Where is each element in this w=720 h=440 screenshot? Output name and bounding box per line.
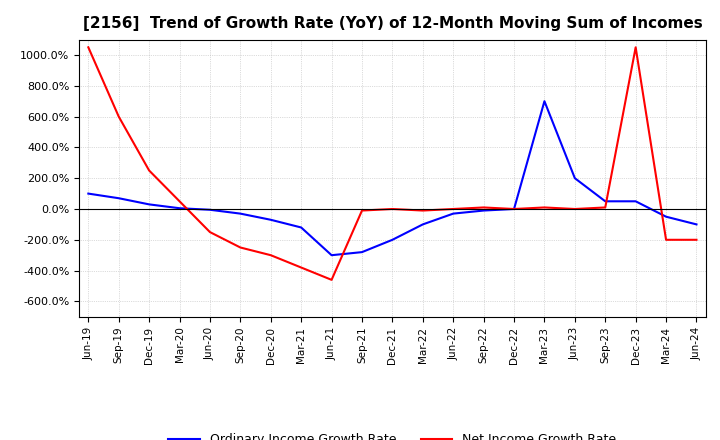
Net Income Growth Rate: [297, 265, 305, 270]
Ordinary Income Growth Rate: [570, 176, 579, 181]
Ordinary Income Growth Rate: [84, 191, 93, 196]
Ordinary Income Growth Rate: [206, 207, 215, 213]
Net Income Growth Rate: [418, 208, 427, 213]
Ordinary Income Growth Rate: [631, 198, 640, 204]
Net Income Growth Rate: [662, 237, 670, 242]
Net Income Growth Rate: [510, 206, 518, 212]
Net Income Growth Rate: [388, 206, 397, 212]
Net Income Growth Rate: [540, 205, 549, 210]
Title: [2156]  Trend of Growth Rate (YoY) of 12-Month Moving Sum of Incomes: [2156] Trend of Growth Rate (YoY) of 12-…: [83, 16, 702, 32]
Ordinary Income Growth Rate: [175, 205, 184, 211]
Net Income Growth Rate: [631, 44, 640, 50]
Line: Ordinary Income Growth Rate: Ordinary Income Growth Rate: [89, 101, 696, 255]
Ordinary Income Growth Rate: [449, 211, 457, 216]
Ordinary Income Growth Rate: [236, 211, 245, 216]
Ordinary Income Growth Rate: [480, 208, 488, 213]
Ordinary Income Growth Rate: [114, 195, 123, 201]
Legend: Ordinary Income Growth Rate, Net Income Growth Rate: Ordinary Income Growth Rate, Net Income …: [163, 429, 621, 440]
Ordinary Income Growth Rate: [601, 198, 610, 204]
Net Income Growth Rate: [601, 205, 610, 210]
Ordinary Income Growth Rate: [662, 214, 670, 219]
Ordinary Income Growth Rate: [418, 222, 427, 227]
Net Income Growth Rate: [114, 114, 123, 119]
Ordinary Income Growth Rate: [358, 249, 366, 255]
Net Income Growth Rate: [266, 253, 275, 258]
Net Income Growth Rate: [692, 237, 701, 242]
Net Income Growth Rate: [480, 205, 488, 210]
Net Income Growth Rate: [145, 168, 153, 173]
Ordinary Income Growth Rate: [328, 253, 336, 258]
Net Income Growth Rate: [570, 206, 579, 212]
Ordinary Income Growth Rate: [297, 225, 305, 230]
Ordinary Income Growth Rate: [692, 222, 701, 227]
Ordinary Income Growth Rate: [388, 237, 397, 242]
Net Income Growth Rate: [206, 229, 215, 235]
Net Income Growth Rate: [358, 208, 366, 213]
Net Income Growth Rate: [175, 198, 184, 204]
Net Income Growth Rate: [84, 44, 93, 50]
Net Income Growth Rate: [236, 245, 245, 250]
Ordinary Income Growth Rate: [540, 99, 549, 104]
Ordinary Income Growth Rate: [145, 202, 153, 207]
Ordinary Income Growth Rate: [266, 217, 275, 222]
Net Income Growth Rate: [449, 206, 457, 212]
Net Income Growth Rate: [328, 277, 336, 282]
Ordinary Income Growth Rate: [510, 206, 518, 212]
Line: Net Income Growth Rate: Net Income Growth Rate: [89, 47, 696, 280]
